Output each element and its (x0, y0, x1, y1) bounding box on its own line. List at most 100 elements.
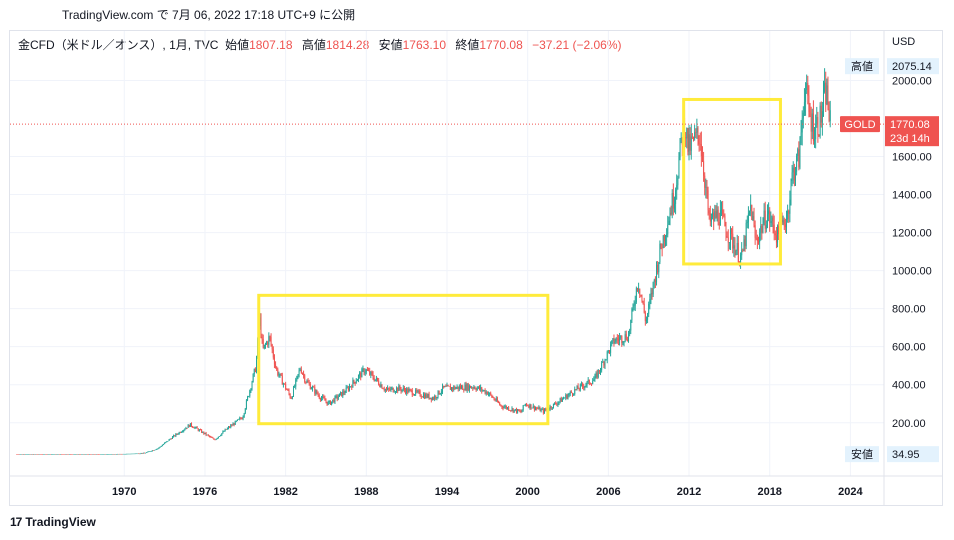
candle-body (554, 403, 556, 404)
candle-body (475, 388, 477, 391)
candle-body (749, 210, 751, 214)
candle-body (583, 386, 585, 388)
candle-body (53, 454, 55, 455)
candle-body (456, 386, 458, 388)
candle-body (430, 397, 432, 401)
candle-body (543, 409, 545, 413)
candle-body (747, 213, 749, 222)
symbol-label[interactable]: 金CFD（米ドル／オンス）, 1月, TVC (18, 38, 219, 52)
candle-body (509, 410, 511, 411)
candle-body (100, 454, 102, 455)
candle-body (630, 320, 632, 331)
candle-body (119, 453, 121, 455)
candle-body (555, 403, 557, 405)
candle-body (625, 334, 627, 340)
candle-body (706, 187, 708, 191)
candle-body (461, 386, 463, 389)
candle-body (564, 397, 566, 399)
candle-body (54, 454, 56, 455)
candle-body (163, 444, 165, 445)
candle-body (556, 404, 558, 405)
candle-body (801, 118, 803, 133)
candle-body (668, 220, 670, 225)
candle-body (225, 429, 227, 430)
candle-body (158, 447, 160, 449)
candle-body (145, 452, 147, 454)
candle-body (740, 255, 742, 263)
candle-body (288, 390, 290, 394)
candle-body (407, 388, 409, 393)
candle-body (307, 381, 309, 383)
candle-body (28, 454, 30, 455)
candle-body (741, 249, 743, 256)
candle-body (294, 386, 296, 388)
candle-body (215, 438, 217, 440)
candle-body (559, 398, 561, 402)
candle-body (354, 381, 356, 384)
candle-body (127, 453, 129, 455)
candle-body (182, 431, 184, 433)
currency-label[interactable]: USD (892, 36, 916, 48)
low-badge-label-bg (845, 446, 879, 463)
candle-body (724, 215, 726, 227)
candle-body (91, 454, 93, 455)
candle-body (786, 219, 788, 228)
candle-body (211, 436, 213, 438)
candle-body (399, 385, 401, 389)
candle-body (340, 392, 342, 394)
candle-body (78, 454, 80, 455)
candle-body (347, 387, 349, 391)
candle-body (762, 223, 764, 233)
candle-body (332, 399, 334, 402)
candle-body (87, 454, 89, 455)
candle-body (365, 369, 367, 372)
candle-body (521, 410, 523, 413)
candle-body (763, 210, 765, 224)
candle-body (802, 112, 804, 119)
candle-body (519, 410, 521, 412)
candle-body (75, 454, 77, 455)
candle-body (507, 407, 509, 409)
candle-body (647, 313, 649, 320)
candle-body (808, 95, 810, 112)
candle-body (457, 386, 459, 390)
candle-body (771, 217, 773, 222)
candle-body (755, 237, 757, 239)
candle-body (538, 407, 540, 409)
candle-body (27, 454, 29, 455)
candle-body (385, 389, 387, 390)
candle-body (57, 454, 59, 455)
candle-body (420, 396, 422, 397)
y-tick-label: 600.00 (892, 342, 926, 354)
candle-body (520, 411, 522, 413)
candle-body (533, 405, 535, 410)
candle-body (439, 393, 441, 395)
candle-body (65, 454, 67, 455)
candle-body (474, 387, 476, 389)
low-badge-value: 34.95 (892, 449, 920, 461)
candle-body (807, 83, 809, 96)
candle-body (56, 454, 58, 455)
candle-body (633, 305, 635, 307)
candle-body (435, 396, 437, 399)
candle-body (187, 424, 189, 428)
candle-body (202, 431, 204, 433)
candle-body (48, 454, 50, 455)
tv-logo-icon: 17 (10, 515, 22, 529)
candle-body (319, 398, 321, 400)
candle-body (818, 135, 820, 136)
candle-body (85, 454, 87, 455)
candle-body (43, 454, 45, 455)
candle-body (797, 149, 799, 156)
candle-body (580, 384, 582, 385)
candle-body (58, 454, 60, 455)
candle-body (101, 454, 103, 455)
tradingview-logo[interactable]: 17 TradingView (10, 515, 96, 529)
candle-body (59, 454, 61, 455)
candle-body (428, 394, 430, 399)
x-tick-label: 1988 (354, 486, 378, 498)
candle-body (309, 383, 311, 390)
candle-body (108, 454, 110, 455)
candle-body (549, 406, 551, 410)
